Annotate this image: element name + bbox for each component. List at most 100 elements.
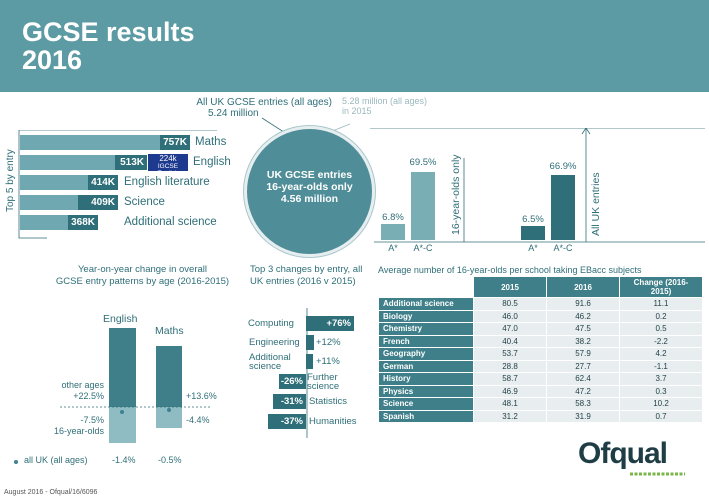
cell-2015: 31.2 — [474, 410, 546, 422]
top5-label-science: Science — [124, 196, 165, 208]
cell-2015: 53.7 — [474, 348, 546, 360]
top5-bar-englit — [20, 175, 88, 190]
top3-label-addsci: Additional science — [249, 352, 291, 372]
table-row: Additional science 80.5 91.6 11.1 — [379, 298, 702, 310]
value-16-astar: 6.8% — [382, 212, 404, 223]
top5-value-englit: 414K — [88, 175, 118, 190]
ebacc-header-2015: 2015 — [474, 277, 546, 297]
cell-2016: 46.2 — [547, 310, 619, 322]
english-all-value: -1.4% — [112, 455, 136, 465]
legend-dot — [14, 460, 18, 464]
furthersci-l2: science — [307, 381, 340, 392]
top5-label-maths: Maths — [195, 136, 227, 148]
top3-label-computing: Computing — [248, 318, 294, 329]
all-uk-value: 5.24 million — [208, 108, 259, 119]
cell-2015: 47.0 — [474, 323, 546, 335]
grades-frame — [370, 128, 705, 243]
top3-value-addsci: +11% — [316, 356, 340, 367]
top3-bar-computing: +76% — [306, 316, 354, 331]
bar-16-astarc — [411, 172, 435, 240]
bar-all-astarc — [551, 175, 575, 240]
cell-change: -1.1 — [620, 360, 702, 372]
cell-2015: 58.7 — [474, 373, 546, 385]
row-subject: Additional science — [379, 298, 473, 310]
table-row: Spanish 31.2 31.9 0.7 — [379, 410, 702, 422]
table-row: Geography 53.7 57.9 4.2 — [379, 348, 702, 360]
top5-bar-maths — [20, 135, 160, 150]
grade-all-astar: A* — [528, 243, 538, 253]
table-row: Biology 46.0 46.2 0.2 — [379, 310, 702, 322]
addsci-l1: Additional — [249, 352, 291, 363]
title-line-2: 2016 — [22, 45, 83, 75]
table-row: Physics 46.9 47.2 0.3 — [379, 385, 702, 397]
cell-change: 0.7 — [620, 410, 702, 422]
table-row: Chemistry 47.0 47.5 0.5 — [379, 323, 702, 335]
age16-label: 16-year-olds — [53, 426, 104, 436]
cell-2015: 46.9 — [474, 385, 546, 397]
bar-all-astar — [521, 226, 545, 240]
yoy-dot-maths — [167, 408, 171, 412]
badge-value: 224k — [159, 154, 177, 163]
english-16-value: -7.5% — [80, 415, 104, 425]
top3-label-furthersci: Further science — [307, 372, 340, 392]
ebacc-table: 2015 2016 Change (2016-2015) Additional … — [378, 276, 703, 423]
top3-label-engineering: Engineering — [249, 337, 300, 348]
top5-bar-science — [20, 195, 78, 210]
value-all-astarc: 66.9% — [549, 161, 577, 172]
cell-2015: 40.4 — [474, 335, 546, 347]
cell-change: 3.7 — [620, 373, 702, 385]
uk-entries-circle — [244, 126, 375, 257]
value-all-astar: 6.5% — [522, 214, 544, 225]
title-line-1: GCSE results — [22, 17, 195, 47]
maths-all-value: -0.5% — [158, 455, 182, 465]
yoy-title-2: GCSE entry patterns by age (2016-2015) — [55, 276, 230, 287]
yoy-baseline — [60, 406, 210, 408]
yoy-col-english: English — [103, 313, 138, 325]
circle-line-3: 4.56 million — [280, 193, 339, 205]
grade-16-astarc: A*-C — [413, 243, 433, 253]
top5-bar-english — [20, 155, 115, 170]
yoy-title-1: Year-on-year change in overall — [77, 264, 208, 275]
yoy-bar-maths-16 — [156, 407, 182, 428]
yoy-bar-maths-other — [156, 346, 182, 407]
ebacc-header-change: Change (2016-2015) — [620, 277, 702, 297]
cell-2016: 27.7 — [547, 360, 619, 372]
igcse-badge: 224k IGCSE English — [148, 154, 188, 177]
row-subject: Biology — [379, 310, 473, 322]
yoy-english-16: -7.5% 16-year-olds — [48, 415, 104, 437]
prev-line-1: 5.28 million (all ages) — [342, 96, 428, 106]
row-subject: Physics — [379, 385, 473, 397]
cell-2016: 47.2 — [547, 385, 619, 397]
top3-title: Top 3 changes by entry, all UK entries (… — [250, 264, 370, 288]
top3-bar-humanities: -37% — [268, 414, 306, 429]
cell-2015: 80.5 — [474, 298, 546, 310]
header-banner: GCSE results 2016 — [0, 0, 709, 92]
cell-change: 11.1 — [620, 298, 702, 310]
top3-title-1: Top 3 changes by entry, all — [250, 264, 363, 275]
cell-2016: 38.2 — [547, 335, 619, 347]
top3-title-2: UK entries (2016 v 2015) — [250, 276, 356, 287]
bar-16-astar — [381, 224, 405, 240]
cell-2016: 47.5 — [547, 323, 619, 335]
cell-2016: 58.3 — [547, 398, 619, 410]
top5-value-english: 513K — [115, 155, 147, 170]
cell-2016: 31.9 — [547, 410, 619, 422]
maths-other-value: +13.6% — [186, 391, 217, 401]
table-row: Science 48.1 58.3 10.2 — [379, 398, 702, 410]
value-16-astarc: 69.5% — [409, 157, 437, 168]
yoy-bar-english-other — [109, 328, 136, 407]
prev-line-2: in 2015 — [342, 106, 372, 116]
yoy-dot-english — [120, 410, 124, 414]
row-subject: Geography — [379, 348, 473, 360]
top5-label-english: English — [193, 156, 231, 168]
top3-label-statistics: Statistics — [309, 396, 348, 407]
other-ages-label: other ages — [61, 380, 104, 390]
yoy-legend: all UK (all ages) — [24, 455, 88, 465]
ebacc-title: Average number of 16-year-olds per schoo… — [378, 265, 642, 275]
row-subject: German — [379, 360, 473, 372]
furthersci-l1: Further — [307, 372, 338, 383]
table-row: German 28.8 27.7 -1.1 — [379, 360, 702, 372]
yoy-title: Year-on-year change in overall GCSE entr… — [40, 264, 245, 288]
cell-2016: 91.6 — [547, 298, 619, 310]
page-title: GCSE results 2016 — [22, 18, 195, 74]
